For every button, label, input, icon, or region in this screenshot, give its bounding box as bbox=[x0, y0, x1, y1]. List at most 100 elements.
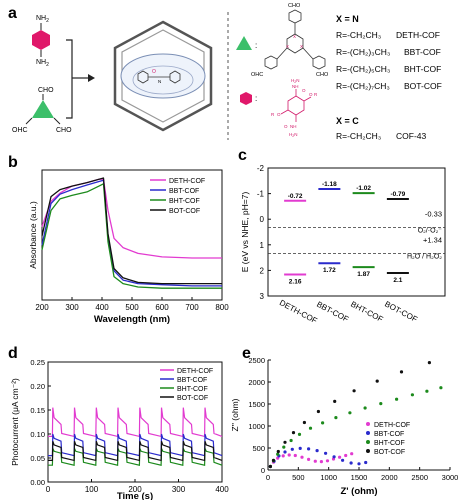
y-tick-label: 0.10 bbox=[30, 430, 45, 439]
vb-label: 2.1 bbox=[393, 277, 402, 284]
panel-a: a NH2 NH2 CHO OHC CHO bbox=[8, 3, 442, 141]
y-tick-label: 1000 bbox=[248, 422, 265, 431]
x-tick-label: 2000 bbox=[381, 473, 398, 482]
data-point-bbt-cof bbox=[324, 451, 328, 455]
r-formula: R=-(CH₂)₅CH₃ bbox=[336, 64, 390, 74]
r-line-cof43: R=-CH₂CH₃ COF-43 bbox=[336, 131, 427, 141]
dihydrazide-r-right: R bbox=[314, 92, 318, 97]
core-x-label-2: X bbox=[286, 44, 289, 49]
dihydrazide-o-left: O bbox=[277, 112, 281, 117]
ohc-left-label: OHC bbox=[12, 127, 28, 134]
legend-label: DETH-COF bbox=[177, 368, 213, 375]
framework-hexagon-inner bbox=[121, 29, 205, 123]
data-point-bbt-cof bbox=[341, 458, 345, 462]
nh2-top-label: NH2 bbox=[36, 15, 49, 24]
y-tick-label: 0.00 bbox=[30, 478, 45, 487]
reference-species: O₂/·O₂⁻ bbox=[418, 228, 443, 235]
cho-right-label: CHO bbox=[56, 127, 72, 134]
data-point-bbt-cof bbox=[298, 446, 302, 450]
x-tick-label: 100 bbox=[85, 485, 99, 494]
y-axis-title: Z'' (ohm) bbox=[230, 398, 240, 431]
data-point-bht-cof bbox=[439, 386, 443, 390]
series-line-bot-cof bbox=[41, 177, 222, 285]
legend-swatch bbox=[366, 449, 370, 453]
data-point-deth-cof bbox=[293, 453, 297, 458]
pink-hexagon-key-icon bbox=[240, 92, 252, 105]
y-tick-label: 0.20 bbox=[30, 382, 45, 391]
x-axis-title: Time (s) bbox=[117, 491, 153, 500]
y-tick-label: 1 bbox=[260, 241, 265, 250]
dihydrazide-nh-top: H2N bbox=[291, 78, 299, 84]
category-label: BBT-COF bbox=[315, 300, 350, 324]
green-triangle-icon bbox=[32, 100, 54, 118]
nh2-bottom-label: NH2 bbox=[36, 59, 49, 68]
x-tick-label: 600 bbox=[155, 303, 169, 312]
y-tick-label: 2 bbox=[260, 266, 265, 275]
data-point-bot-cof bbox=[316, 409, 320, 414]
x-tick-label: 3000 bbox=[442, 473, 459, 482]
data-point-bht-cof bbox=[321, 421, 325, 425]
cof-name: DETH-COF bbox=[396, 30, 440, 40]
legend-label: BBT-COF bbox=[374, 431, 404, 438]
data-point-bbt-cof bbox=[307, 447, 311, 451]
x-axis-title: Z' (ohm) bbox=[340, 486, 377, 497]
reference-value: +1.34 bbox=[423, 236, 442, 245]
trialdehyde-ohc-left: OHC bbox=[251, 72, 263, 78]
data-point-deth-cof bbox=[338, 455, 342, 459]
panel-c-band-diagram: -2 -1 0 1 2 3 E (eV vs NHE, pH=7) -0.33 O₂/·O₂⁻+… bbox=[240, 164, 446, 326]
legend-label: BOT-COF bbox=[374, 449, 405, 456]
aldehyde-monomer: CHO OHC CHO bbox=[12, 87, 72, 134]
plot-frame bbox=[267, 167, 446, 297]
category-label: BHT-COF bbox=[349, 300, 384, 324]
y-tick-label: 0 bbox=[260, 215, 265, 224]
data-point-deth-cof bbox=[281, 454, 285, 458]
data-point-bht-cof bbox=[410, 393, 414, 397]
data-point-bbt-cof bbox=[349, 461, 353, 465]
data-point-deth-cof bbox=[307, 457, 311, 461]
green-triangle-key-icon bbox=[236, 36, 252, 50]
x-tick-label: 400 bbox=[95, 303, 109, 312]
series-line-deth-cof bbox=[48, 407, 223, 438]
y-tick-label: 0.15 bbox=[30, 406, 45, 415]
framework-hexagon-outline bbox=[113, 20, 213, 132]
cof-name: BBT-COF bbox=[404, 47, 441, 57]
y-tick-label: 0.05 bbox=[30, 454, 45, 463]
legend-swatch bbox=[366, 440, 370, 444]
data-point-bot-cof bbox=[352, 389, 356, 393]
y-axis-title: Absorbance (a.u.) bbox=[28, 201, 38, 269]
x-tick-label: 0 bbox=[46, 485, 51, 494]
data-point-bht-cof bbox=[425, 389, 429, 393]
panel-d-label: d bbox=[8, 345, 18, 362]
legend-label: BBT-COF bbox=[177, 377, 207, 384]
legend-label: BHT-COF bbox=[374, 440, 405, 447]
y-tick-label: 500 bbox=[252, 444, 265, 453]
y-tick-label: 2500 bbox=[248, 356, 265, 365]
core-x-label-1: X bbox=[293, 34, 296, 39]
pink-hexagon-icon bbox=[32, 30, 50, 50]
vb-label: 1.87 bbox=[357, 271, 370, 278]
data-point-bot-cof bbox=[333, 399, 337, 403]
data-point-bbt-cof bbox=[315, 449, 319, 453]
y-tick-label: -1 bbox=[257, 190, 265, 199]
x-tick-label: 300 bbox=[172, 485, 186, 494]
cb-label: -0.79 bbox=[390, 191, 405, 198]
data-point-bht-cof bbox=[308, 426, 313, 430]
legend-label: BOT-COF bbox=[177, 395, 208, 402]
data-point-bht-cof bbox=[334, 416, 338, 420]
data-point-deth-cof bbox=[287, 453, 291, 457]
dihydrazide-o-top: O bbox=[302, 88, 306, 93]
vb-label: 2.16 bbox=[289, 278, 302, 285]
data-point-deth-cof bbox=[344, 453, 348, 458]
x-tick-label: 2500 bbox=[411, 473, 428, 482]
trialdehyde-molecule bbox=[264, 9, 326, 70]
dihydrazide-r-left: R bbox=[271, 112, 275, 117]
legend-label: BBT-COF bbox=[169, 188, 199, 195]
cof-name: BHT-COF bbox=[404, 64, 441, 74]
data-point-bot-cof bbox=[399, 370, 404, 374]
reference-value: -0.33 bbox=[425, 210, 442, 219]
data-point-bot-cof bbox=[276, 449, 280, 454]
data-point-deth-cof bbox=[325, 459, 330, 463]
legend-label: BOT-COF bbox=[169, 208, 200, 215]
